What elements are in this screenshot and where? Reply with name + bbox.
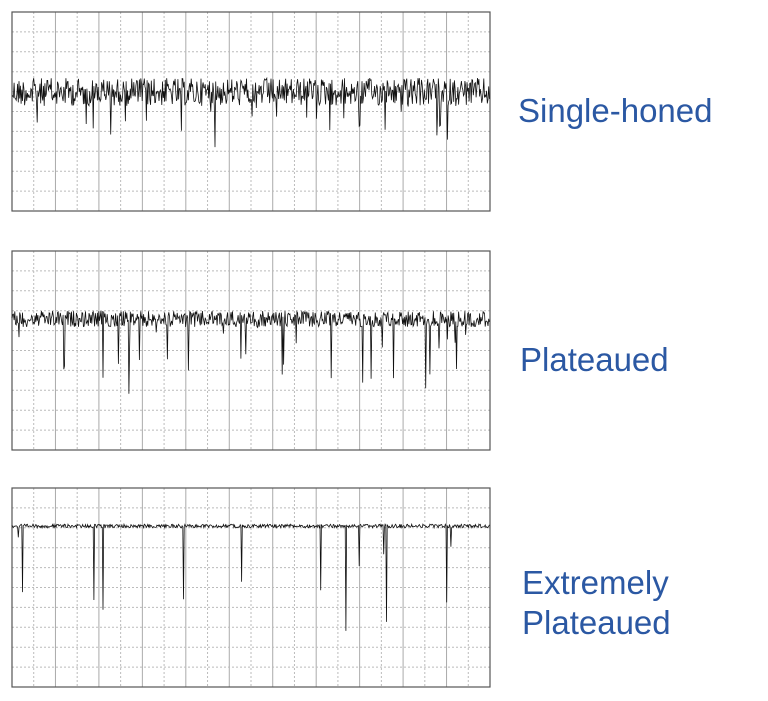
panel-label: Single-honed [518, 92, 713, 129]
panel-label: Plateaued [520, 341, 669, 378]
profile-panel [11, 11, 491, 212]
profile-trace [11, 76, 490, 148]
panel-label: Extremely [522, 564, 669, 601]
panel-label: Plateaued [522, 604, 671, 641]
profile-panel [11, 487, 491, 688]
profile-trace [11, 310, 490, 394]
panel-frame [11, 487, 491, 688]
panel-frame [11, 11, 491, 212]
profile-trace [11, 522, 490, 631]
profile-panel [11, 250, 491, 451]
panel-frame [11, 250, 491, 451]
